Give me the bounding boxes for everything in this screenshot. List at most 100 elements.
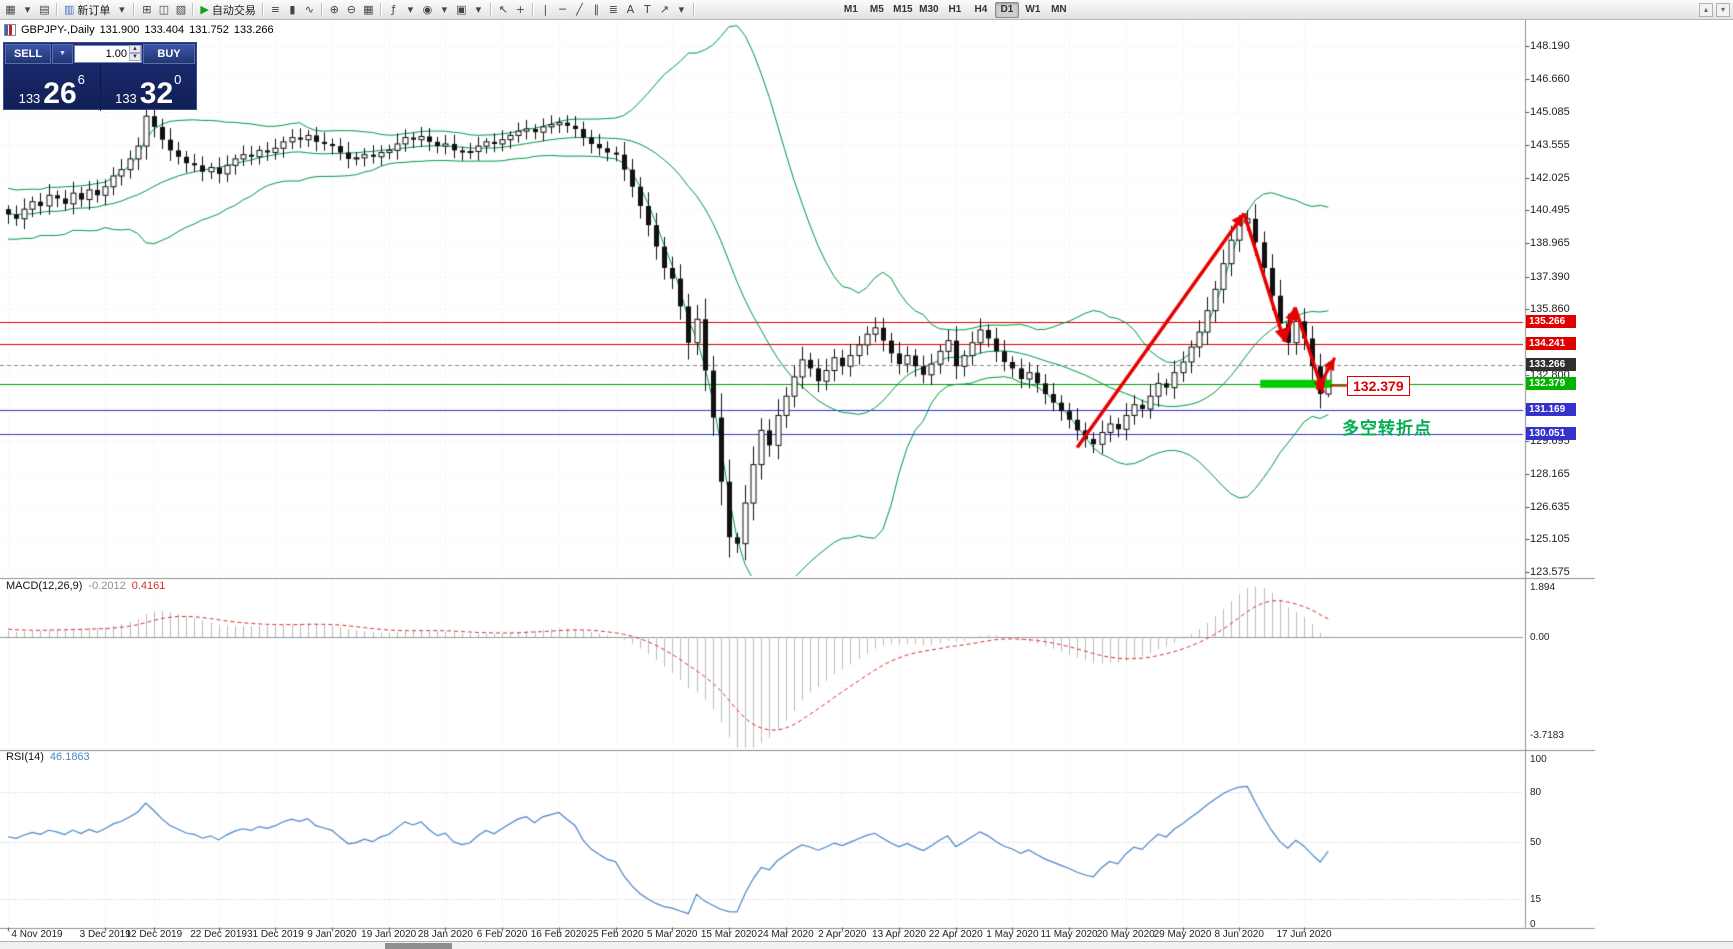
timeframe-h4-button[interactable]: H4 [969, 2, 993, 18]
volume-increase-button[interactable]: ▲ [129, 45, 141, 53]
price-axis-label: 140.495 [1530, 204, 1570, 217]
new-chart-button[interactable]: ▦ [2, 1, 19, 18]
price-axis-label: 128.165 [1530, 467, 1570, 480]
price-axis-label: 137.390 [1530, 270, 1570, 283]
price-axis-label: 142.025 [1530, 171, 1570, 184]
date-axis-label: 22 Apr 2020 [928, 929, 983, 940]
cursor-button[interactable]: ↖ [495, 1, 512, 18]
templates-dropdown-button[interactable]: ▾ [470, 1, 487, 18]
rsi-scale-label: 80 [1530, 787, 1542, 798]
new-chart-dropdown-icon: ▾ [24, 3, 31, 16]
periods-button[interactable]: ◉ [419, 1, 436, 18]
templates-dropdown-icon: ▾ [475, 3, 482, 16]
chart-ohlc-header: GBPJPY-,Daily 131.900 133.404 131.752 13… [4, 24, 274, 36]
indicators-dropdown-button[interactable]: ▾ [402, 1, 419, 18]
arrows-dropdown-icon: ▾ [678, 3, 685, 16]
volume-input[interactable] [73, 45, 142, 63]
date-axis-label: 5 Mar 2020 [646, 929, 698, 940]
macd-header: MACD(12,26,9) -0.2012 0.4161 [6, 580, 165, 592]
equidistant-channel-button[interactable]: ∥ [588, 1, 605, 18]
date-axis-label: 4 Nov 2019 [11, 929, 63, 940]
toolbar-separator [531, 2, 534, 17]
date-axis-label: 20 May 2020 [1096, 929, 1155, 940]
fibonacci-icon: ≣ [608, 3, 618, 16]
crosshair-icon: + [515, 3, 525, 16]
date-axis-label: 29 May 2020 [1153, 929, 1212, 940]
one-click-trading-panel: SELL ▼ ▲ ▼ BUY 133 26 6 133 32 0 [3, 42, 197, 111]
text-button[interactable]: A [622, 1, 639, 18]
profiles-icon: ▤ [39, 3, 50, 16]
timeframe-m1-button[interactable]: M1 [839, 2, 863, 18]
text-label-button[interactable]: T [639, 1, 656, 18]
chart-bars-button[interactable]: ≡ [267, 1, 284, 18]
new-order-dropdown-button[interactable]: ▾ [113, 1, 130, 18]
date-axis-label: 31 Dec 2019 [246, 929, 304, 940]
date-axis-label: 24 Mar 2020 [757, 929, 814, 940]
rsi-scale-label: 100 [1530, 754, 1547, 765]
sell-price[interactable]: 133 26 6 [4, 65, 101, 111]
rsi-scale-label: 0 [1530, 919, 1536, 930]
volume-dropdown-button[interactable]: ▼ [52, 44, 73, 64]
toolbar-overflow-down-icon[interactable]: ▾ [1716, 3, 1730, 17]
fibonacci-button[interactable]: ≣ [605, 1, 622, 18]
market-watch-icon: ⊞ [142, 3, 152, 16]
volume-decrease-button[interactable]: ▼ [129, 53, 141, 61]
toolbar-overflow-up-icon[interactable]: ▴ [1699, 3, 1713, 17]
new-chart-dropdown-button[interactable]: ▾ [19, 1, 36, 18]
navigator-button[interactable]: ▧ [172, 1, 189, 18]
tile-windows-button[interactable]: ▦ [360, 1, 377, 18]
data-window-button[interactable]: ◫ [155, 1, 172, 18]
date-axis-label: 9 Jan 2020 [307, 929, 357, 940]
horizontal-line-button[interactable]: ─ [554, 1, 571, 18]
date-axis-label: 16 Feb 2020 [530, 929, 587, 940]
date-axis-label: 12 Dec 2019 [125, 929, 183, 940]
vertical-line-button[interactable]: | [537, 1, 554, 18]
profiles-button[interactable]: ▤ [36, 1, 53, 18]
horizontal-scrollbar[interactable] [0, 941, 1733, 949]
arrows-dropdown-button[interactable]: ▾ [673, 1, 690, 18]
trendline-button[interactable]: ╱ [571, 1, 588, 18]
indicators-button[interactable]: ƒ [385, 1, 402, 18]
buy-button[interactable]: BUY [143, 44, 195, 64]
date-axis-label: 6 Feb 2020 [476, 929, 528, 940]
timeframe-m5-button[interactable]: M5 [865, 2, 889, 18]
timeframe-mn-button[interactable]: MN [1047, 2, 1071, 18]
auto-trading-button[interactable]: ▶ 自动交易 [197, 1, 258, 18]
date-axis-label: 11 May 2020 [1040, 929, 1098, 940]
zoom-in-button[interactable]: ⊕ [326, 1, 343, 18]
price-axis-badge: 132.379 [1526, 376, 1576, 390]
crosshair-button[interactable]: + [512, 1, 529, 18]
arrows-button[interactable]: ↗ [656, 1, 673, 18]
sell-price-main: 133 [18, 90, 41, 106]
timeframe-h1-button[interactable]: H1 [943, 2, 967, 18]
price-axis-badge: 131.169 [1526, 402, 1576, 416]
zoom-out-button[interactable]: ⊖ [343, 1, 360, 18]
price-axis-badge: 134.241 [1526, 337, 1576, 351]
periods-icon: ◉ [422, 3, 433, 16]
timeframe-w1-button[interactable]: W1 [1021, 2, 1045, 18]
sell-price-big: 26 [43, 76, 77, 110]
sell-button[interactable]: SELL [5, 44, 51, 64]
sell-price-sup: 6 [77, 72, 85, 87]
date-axis-label: 22 Dec 2019 [190, 929, 247, 940]
market-watch-button[interactable]: ⊞ [138, 1, 155, 18]
timeframe-m15-button[interactable]: M15 [891, 2, 915, 18]
timeframe-m30-button[interactable]: M30 [917, 2, 941, 18]
scrollbar-thumb[interactable] [385, 943, 452, 949]
chart-candlesticks-button[interactable]: ▮ [284, 1, 301, 18]
price-axis-label: 145.085 [1530, 106, 1570, 119]
timeframe-d1-button[interactable]: D1 [994, 1, 1019, 18]
templates-icon: ▣ [456, 3, 467, 16]
buy-price[interactable]: 133 32 0 [101, 65, 197, 111]
date-axis-label: 25 Feb 2020 [587, 929, 644, 940]
periods-dropdown-button[interactable]: ▾ [436, 1, 453, 18]
date-axis-label: 2 Apr 2020 [818, 929, 867, 940]
chart-line-button[interactable]: ∿ [301, 1, 318, 18]
templates-button[interactable]: ▣ [453, 1, 470, 18]
date-axis-label: 19 Jan 2020 [361, 929, 417, 940]
new-order-button[interactable]: ▥ 新订单 [61, 1, 113, 18]
trendline-icon: ╱ [576, 3, 583, 16]
buy-price-big: 32 [139, 76, 174, 110]
